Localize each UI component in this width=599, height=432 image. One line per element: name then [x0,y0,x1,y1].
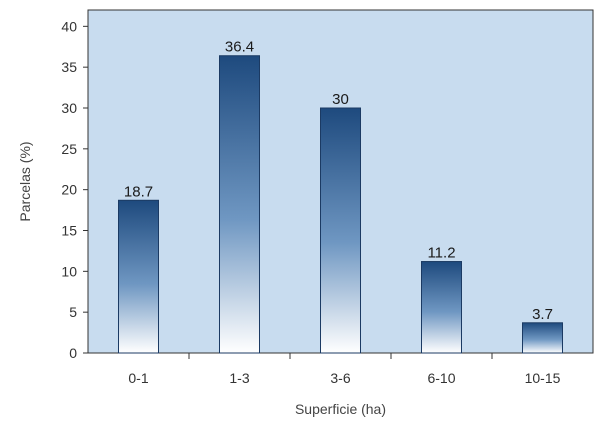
x-tick-label: 0-1 [128,370,148,386]
y-tick-label: 0 [69,345,77,361]
y-tick-label: 40 [61,18,77,34]
bar [522,322,563,354]
bar [219,55,260,354]
x-tick-label: 6-10 [427,370,455,386]
y-tick-label: 30 [61,100,77,116]
y-tick-label: 20 [61,182,77,198]
y-axis-title: Parcelas (%) [17,141,33,221]
x-axis: 0-1 1-3 3-6 6-10 10-15 [128,353,561,386]
data-label: 36.4 [225,39,254,56]
bar [118,199,159,354]
data-label: 18.7 [124,183,153,200]
y-tick-label: 15 [61,223,77,239]
y-tick-label: 25 [61,141,77,157]
y-tick-label: 35 [61,59,77,75]
x-axis-title: Superficie (ha) [295,401,386,417]
y-tick-label: 5 [69,304,77,320]
y-tick-label: 10 [61,263,77,279]
bar [320,107,361,354]
data-labels-group: 18.7 36.4 30 11.2 3.7 [124,39,553,323]
data-label: 11.2 [427,245,455,262]
bar [421,261,462,354]
x-tick-label: 1-3 [229,370,249,386]
y-axis: 0 5 10 15 20 25 30 35 40 [61,18,88,361]
data-label: 30 [332,91,349,108]
data-label: 3.7 [532,306,553,323]
x-tick-label: 3-6 [330,370,350,386]
bars-group [118,55,563,354]
x-tick-label: 10-15 [525,370,561,386]
